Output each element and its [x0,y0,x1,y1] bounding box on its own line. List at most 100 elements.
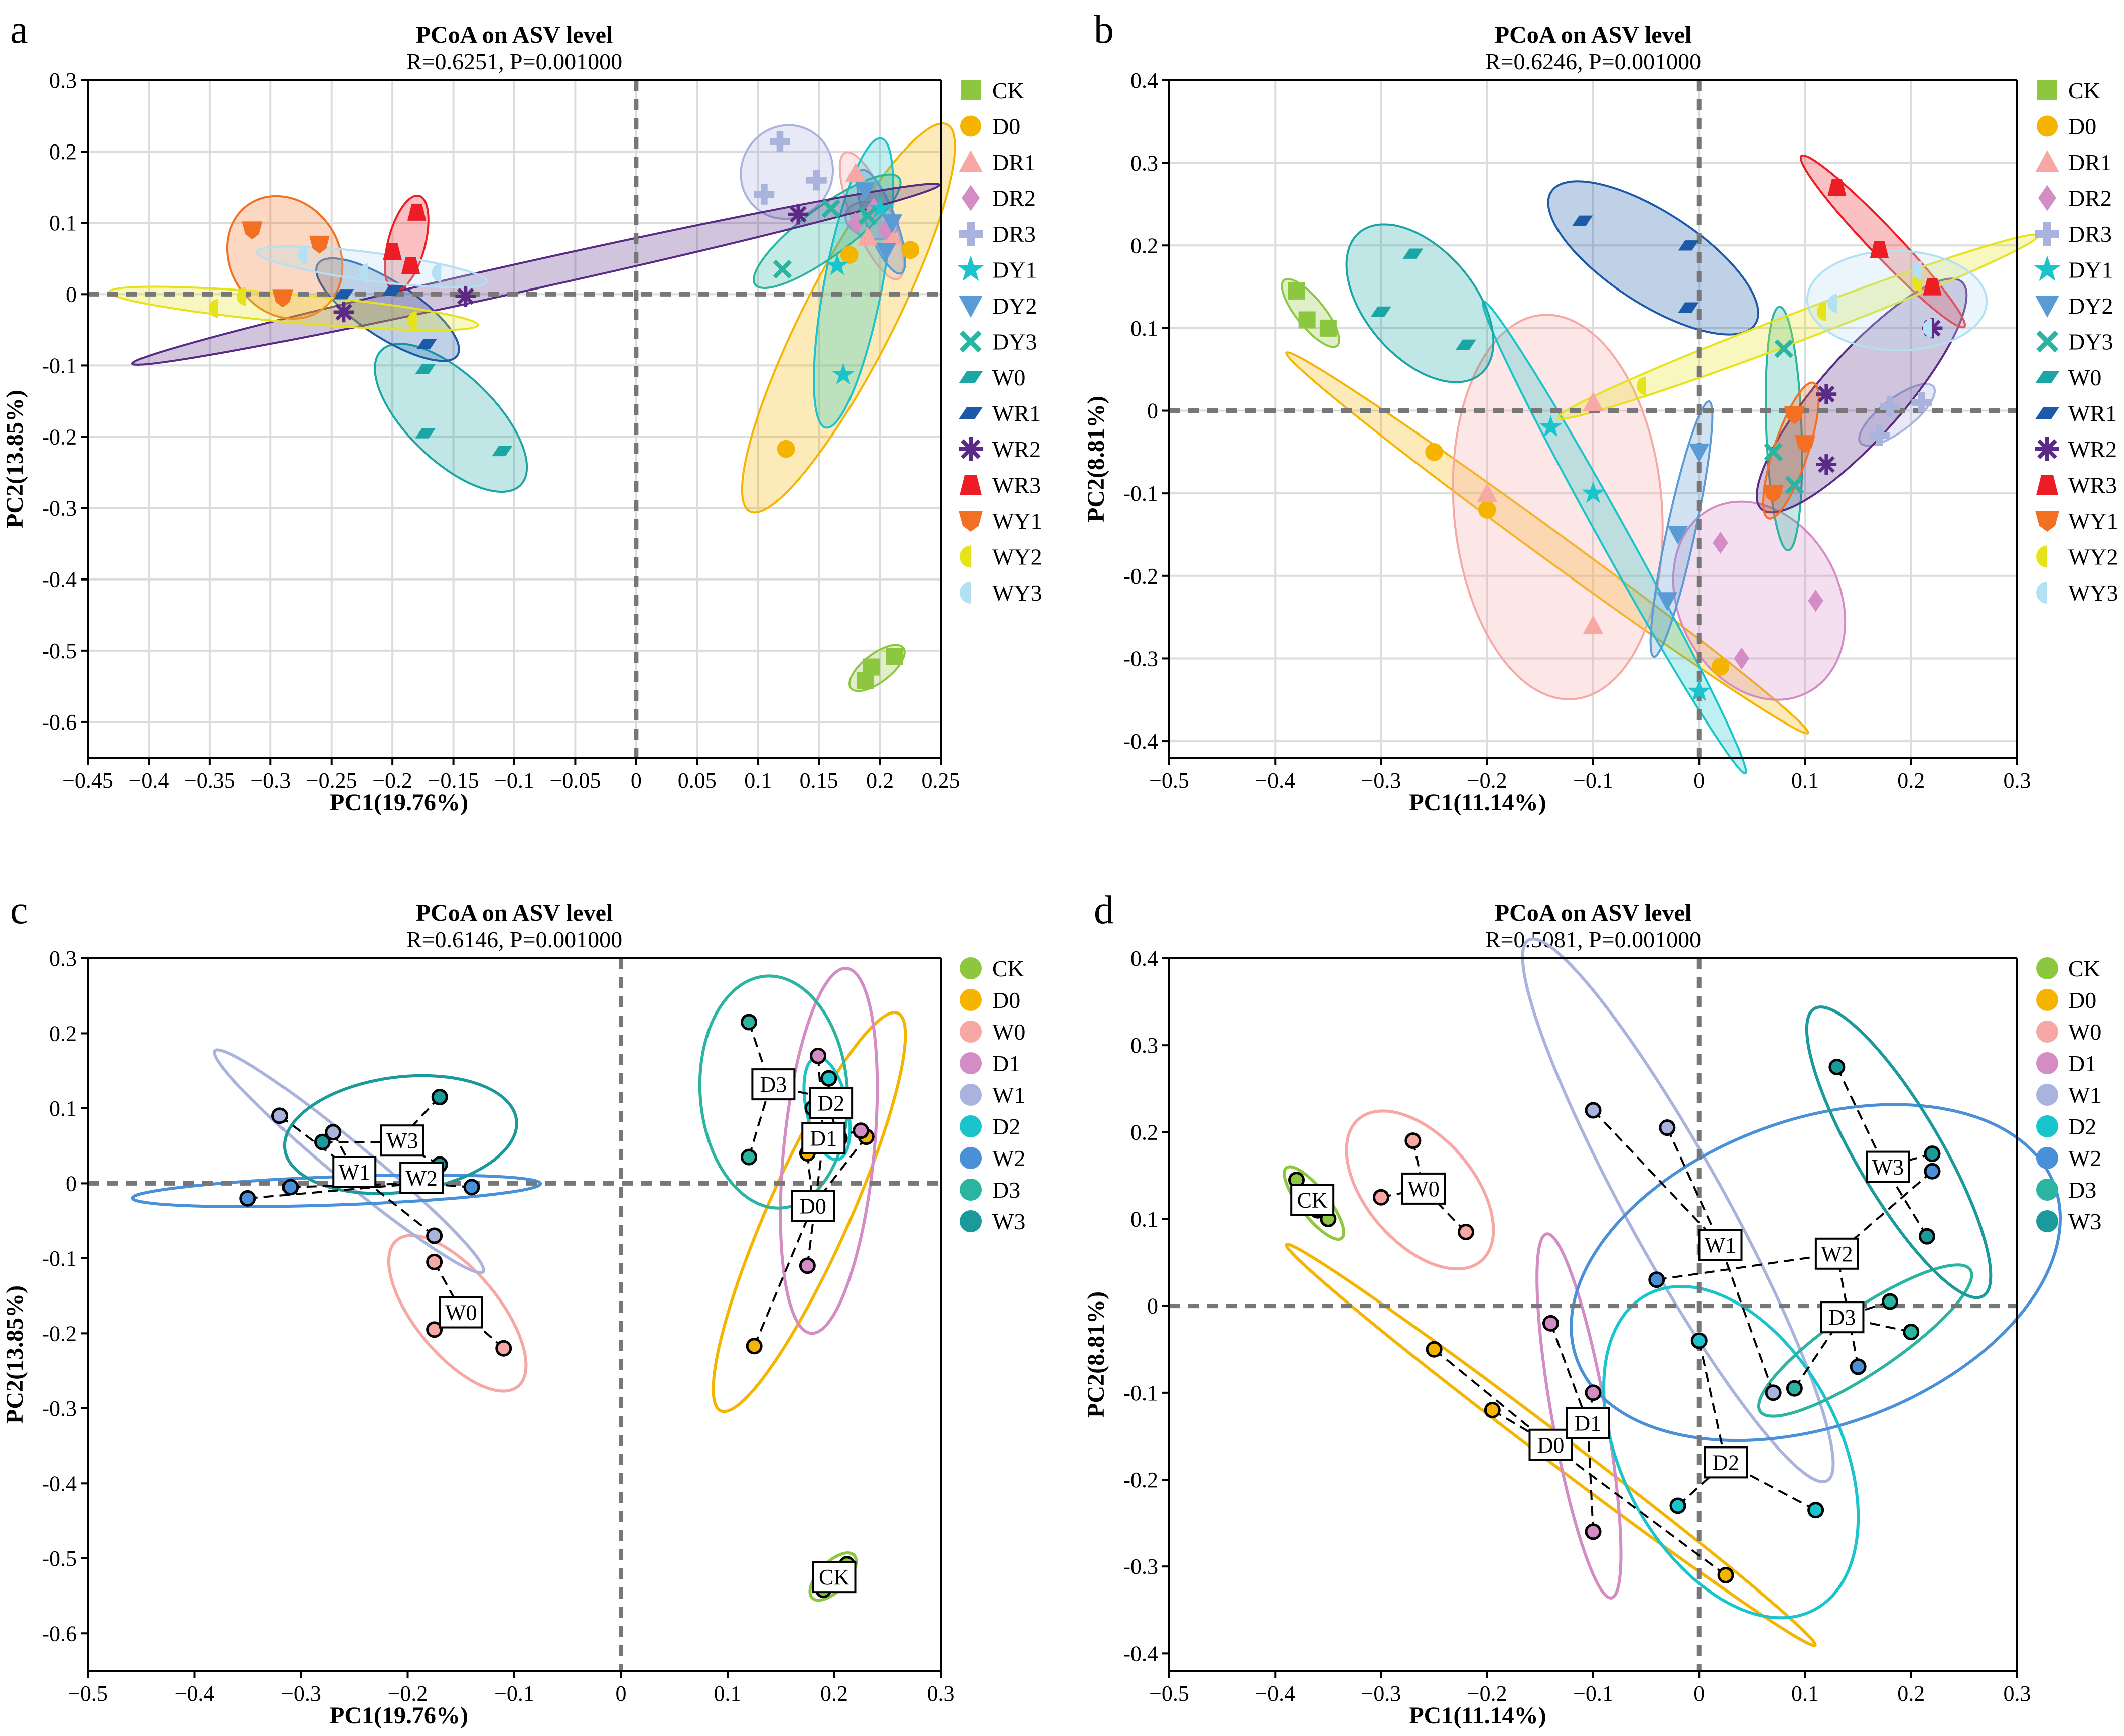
legend-marker-ck [2036,957,2058,979]
legend-label-w2: W2 [2068,1145,2101,1171]
point-d0 [777,440,795,458]
y-tick-label: 0.4 [1130,946,1158,971]
point-w0 [1458,1223,1474,1240]
legend-marker-d0 [960,989,982,1011]
point-d3 [741,1148,757,1166]
x-tick-label: 0.2 [866,768,894,793]
point-d1 [1542,1315,1559,1332]
y-tick-label: -0.3 [42,1396,77,1421]
legend-marker-w2 [960,1147,982,1169]
point-dr2 [1734,647,1750,670]
legend-marker-d0 [2036,989,2058,1011]
legend-marker-dr3 [2035,222,2059,246]
point-dr2 [1713,531,1728,554]
spider-line [418,1182,472,1188]
chart-title: PCoA on ASV level [1495,900,1691,926]
y-tick-label: 0.4 [1130,68,1158,93]
legend-marker-wr3 [2036,475,2058,495]
point-wr3 [1923,278,1942,296]
y-tick-label: 0 [1147,399,1158,423]
y-tick-label: -0.4 [1123,729,1158,754]
spider-line [748,1085,771,1158]
x-tick-label: −0.35 [184,768,235,793]
legend-marker-w3 [2036,1210,2058,1232]
legend-label-w0: W0 [992,365,1025,390]
legend-marker-ck [961,80,981,100]
x-tick-label: −0.3 [1361,768,1401,793]
x-tick-label: 0.2 [1897,768,1925,793]
point-dy1 [1687,679,1711,701]
group-label-box-d1 [801,1122,846,1154]
y-tick-label: -0.4 [1123,1641,1158,1666]
point-wr2 [1816,454,1837,475]
group-label-box-ck [812,1561,857,1594]
x-tick-label: −0.1 [1573,1681,1613,1706]
point-ck [1298,311,1316,329]
group-label-box-ck [1290,1184,1335,1216]
legend-label-wr3: WR3 [2068,473,2117,498]
point-dr3 [1869,425,1890,446]
point-wy3 [432,263,442,282]
legend-label-dy3: DY3 [2068,329,2113,355]
y-tick-label: -0.2 [1123,1468,1158,1492]
legend-marker-wr2 [2035,437,2059,461]
legend-marker-d1 [960,1052,982,1074]
point-ck [886,648,903,665]
point-d2 [820,1070,837,1087]
group-label-d0: D0 [1537,1433,1565,1458]
point-dy2 [882,214,903,233]
x-tick-label: 0 [1693,768,1705,793]
legend-label-ck: CK [992,78,1024,103]
x-tick-label: −0.05 [550,768,601,793]
legend-label-w3: W3 [992,1209,1025,1234]
x-tick-label: −0.3 [1361,1681,1401,1706]
y-tick-label: 0.2 [49,139,77,164]
panel-letter: a [10,8,28,52]
legend-label-wy2: WY2 [992,544,1042,570]
y-tick-label: -0.1 [42,1246,77,1271]
ellipse-wy1 [1762,381,1820,520]
ellipse-d1 [779,966,879,1335]
legend-label-d1: D1 [2068,1051,2096,1076]
legend-label-dr1: DR1 [992,150,1036,175]
ellipse-wy3 [1806,249,1988,352]
point-w0 [495,1340,512,1357]
point-d1 [853,1122,870,1139]
ellipse-dr2 [1672,500,1847,701]
legend-label-wr2: WR2 [2068,437,2117,462]
spider-line [1666,1127,1722,1246]
legend-label-dy3: DY3 [992,329,1037,355]
point-w0 [492,446,513,457]
point-wr1 [1572,215,1593,226]
ellipse-d2 [1602,1285,1860,1620]
group-label-box-d1 [1566,1407,1610,1439]
legend-marker-wy2 [960,545,971,568]
point-wr2 [788,204,809,225]
legend-label-dr3: DR3 [2068,221,2112,247]
point-d3 [1786,1380,1803,1397]
ellipse-w3 [1805,1005,1993,1299]
legend-label-d0: D0 [992,987,1020,1013]
legend-label-d2: D2 [992,1114,1020,1139]
point-w0 [1402,248,1424,259]
ellipse-w0 [1345,223,1495,383]
panel-letter: d [1094,888,1114,932]
legend-marker-dy1 [2034,255,2061,281]
legend-marker-wy3 [2036,582,2047,604]
point-wr2 [333,302,354,323]
y-tick-label: 0.3 [49,946,77,971]
legend-label-ck: CK [2068,78,2100,103]
x-tick-label: −0.4 [129,768,169,793]
legend-marker-w1 [2036,1084,2058,1106]
point-w3 [1918,1228,1935,1245]
y-tick-label: 0.2 [1130,1120,1158,1144]
point-ck [857,672,874,689]
legend-label-d3: D3 [992,1177,1020,1203]
group-label-box-w1 [332,1156,377,1188]
ellipse-w0 [1345,1109,1495,1271]
y-tick-label: -0.5 [42,1546,77,1571]
chart-subtitle: R=0.5081, P=0.001000 [1485,927,1701,952]
x-tick-label: 0 [616,1681,627,1706]
panel-letter: c [10,888,28,932]
